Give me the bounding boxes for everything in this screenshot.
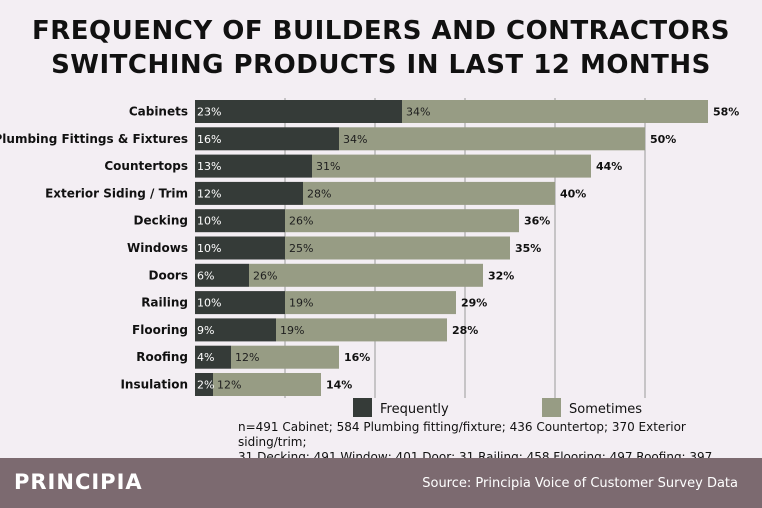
data-label-frequently: 2% <box>197 379 214 392</box>
data-label-frequently: 10% <box>197 215 221 228</box>
bar-frequently <box>195 209 285 233</box>
data-label-frequently: 10% <box>197 242 221 255</box>
bar-sometimes <box>303 181 555 205</box>
bar-frequently <box>195 100 402 123</box>
legend-label-sometimes: Sometimes <box>569 402 642 417</box>
bar-sometimes <box>285 209 519 233</box>
bar-frequently <box>195 154 312 178</box>
bar-sometimes <box>231 345 339 369</box>
legend-swatch-frequently <box>353 398 372 417</box>
data-label-total: 14% <box>326 379 352 392</box>
data-label-sometimes: 28% <box>307 187 331 200</box>
data-label-total: 29% <box>461 297 487 310</box>
data-label-sometimes: 34% <box>406 106 430 119</box>
legend-swatch-sometimes <box>542 398 561 417</box>
bar-frequently <box>195 291 285 315</box>
data-label-frequently: 16% <box>197 133 221 146</box>
category-label: Exterior Siding / Trim <box>45 186 188 200</box>
data-label-total: 44% <box>596 160 622 173</box>
category-label: Windows <box>127 241 188 255</box>
bar-sometimes <box>213 373 321 396</box>
footnote-line-1: n=491 Cabinet; 584 Plumbing fitting/fixt… <box>238 420 686 449</box>
bar-frequently <box>195 373 213 396</box>
category-label: Decking <box>134 214 188 228</box>
data-label-total: 28% <box>452 324 478 337</box>
category-label: Plumbing Fittings & Fixtures <box>0 132 188 146</box>
bar-sometimes <box>339 127 645 151</box>
data-label-sometimes: 25% <box>289 242 313 255</box>
legend-label-frequently: Frequently <box>380 402 449 417</box>
data-label-total: 58% <box>713 106 739 119</box>
data-label-sometimes: 31% <box>316 160 340 173</box>
category-label: Flooring <box>132 323 188 337</box>
bar-frequently <box>195 263 249 287</box>
brand-logo-text: PRINCIPIA <box>14 470 143 494</box>
data-label-total: 40% <box>560 187 586 200</box>
bar-sometimes <box>285 291 456 315</box>
chart-title-line-2: SWITCHING PRODUCTS IN LAST 12 MONTHS <box>51 50 711 80</box>
data-label-total: 16% <box>344 351 370 364</box>
data-label-frequently: 10% <box>197 297 221 310</box>
bar-sometimes <box>249 263 483 287</box>
chart-title-line-1: FREQUENCY OF BUILDERS AND CONTRACTORS <box>32 16 730 46</box>
data-label-total: 35% <box>515 242 541 255</box>
bar-frequently <box>195 318 276 342</box>
data-label-frequently: 13% <box>197 160 221 173</box>
data-label-sometimes: 34% <box>343 133 367 146</box>
data-label-frequently: 6% <box>197 269 214 282</box>
category-label: Insulation <box>120 378 188 392</box>
data-label-sometimes: 19% <box>289 297 313 310</box>
bar-sometimes <box>312 154 591 178</box>
chart-title: FREQUENCY OF BUILDERS AND CONTRACTORS SW… <box>0 14 762 82</box>
data-label-sometimes: 12% <box>235 351 259 364</box>
footer-bar: PRINCIPIA Source: Principia Voice of Cus… <box>0 458 762 508</box>
data-label-sometimes: 19% <box>280 324 304 337</box>
category-label: Countertops <box>104 159 188 173</box>
data-label-sometimes: 26% <box>253 269 277 282</box>
bar-frequently <box>195 236 285 260</box>
bar-sometimes <box>402 100 708 123</box>
data-label-frequently: 23% <box>197 106 221 119</box>
data-label-sometimes: 26% <box>289 215 313 228</box>
data-label-frequently: 12% <box>197 187 221 200</box>
data-label-frequently: 9% <box>197 324 214 337</box>
category-label: Roofing <box>136 350 188 364</box>
data-label-total: 36% <box>524 215 550 228</box>
category-label: Cabinets <box>129 105 188 119</box>
data-label-total: 50% <box>650 133 676 146</box>
category-label: Doors <box>148 268 188 282</box>
bar-frequently <box>195 181 303 205</box>
bar-frequently <box>195 127 339 151</box>
source-note: Source: Principia Voice of Customer Surv… <box>422 476 738 491</box>
bar-sometimes <box>285 236 510 260</box>
bar-sometimes <box>276 318 447 342</box>
stacked-bar-chart: Cabinets 23% 34% 58% Plumbing Fittings & Fix… <box>0 98 739 417</box>
data-label-total: 32% <box>488 269 514 282</box>
category-label: Railing <box>141 296 188 310</box>
data-label-frequently: 4% <box>197 351 214 364</box>
data-label-sometimes: 12% <box>217 379 241 392</box>
bar-frequently <box>195 345 231 369</box>
